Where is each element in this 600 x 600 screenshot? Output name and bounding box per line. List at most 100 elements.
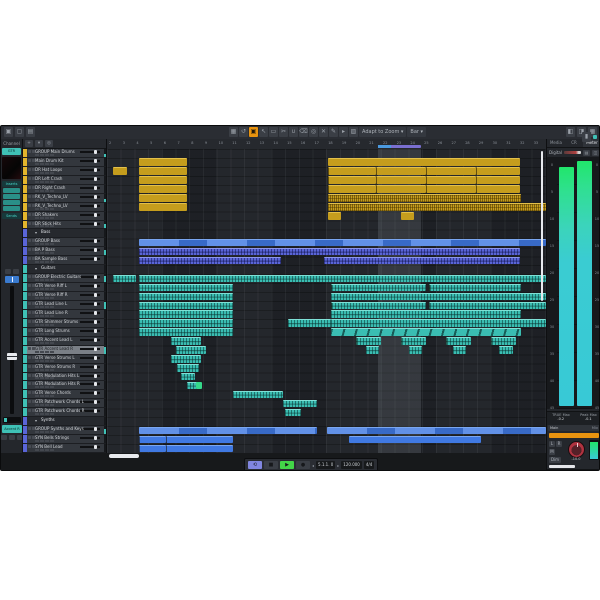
track-option-button[interactable] — [35, 153, 39, 156]
track-option-button[interactable] — [45, 198, 49, 201]
snap-type-select[interactable]: Bar ▾ — [407, 127, 427, 137]
grid-type-select[interactable]: Adapt to Zoom ▾ — [359, 127, 407, 137]
track-row[interactable]: GTR Verse Riff L — [23, 283, 106, 293]
track-option-button[interactable] — [50, 350, 54, 353]
read-automation-icon[interactable] — [9, 435, 15, 440]
track-option-button[interactable] — [45, 431, 49, 434]
track-solo-button[interactable] — [32, 436, 35, 440]
track-option-button[interactable] — [50, 359, 54, 362]
folder-icon[interactable]: ▾ — [35, 266, 38, 272]
track-volume-slider[interactable] — [80, 355, 100, 360]
position-display[interactable]: 5.1.1. 0 — [316, 461, 336, 469]
track-option-button[interactable] — [50, 162, 54, 165]
inspector-section-inserts[interactable]: Inserts — [2, 181, 21, 187]
track-option-button[interactable] — [35, 314, 39, 317]
clip[interactable] — [285, 408, 301, 417]
track-mute-button[interactable] — [28, 185, 31, 189]
track-row[interactable]: GROUP Main Drums — [23, 149, 106, 158]
draw-tool-icon[interactable]: ✎ — [329, 127, 338, 137]
track-solo-button[interactable] — [32, 203, 35, 207]
track-row[interactable]: BA P Bass — [23, 247, 106, 257]
clip[interactable] — [139, 292, 233, 300]
clip[interactable] — [446, 337, 471, 345]
track-row[interactable]: GTR Accent Lead L — [23, 336, 106, 346]
track-volume-slider[interactable] — [80, 337, 100, 342]
signature-display[interactable]: 4/4 — [363, 461, 375, 469]
track-option-button[interactable] — [35, 404, 39, 407]
jog-left-icon[interactable]: ◂ — [312, 462, 315, 468]
track-row[interactable]: GTR Modulation Hits R — [23, 381, 106, 391]
filter-icon[interactable]: ▾ — [35, 140, 43, 147]
track-solo-button[interactable] — [32, 400, 35, 404]
track-option-button[interactable] — [50, 323, 54, 326]
track-option-button[interactable] — [40, 296, 44, 299]
track-option-button[interactable] — [50, 153, 54, 156]
track-option-button[interactable] — [45, 395, 49, 398]
clip[interactable] — [453, 346, 466, 354]
track-option-button[interactable] — [45, 341, 49, 344]
track-mute-button[interactable] — [28, 302, 31, 305]
track-option-button[interactable] — [45, 225, 49, 228]
track-row[interactable]: GTR Lead Line R — [23, 309, 106, 319]
clip[interactable] — [139, 185, 187, 193]
window-icon[interactable]: ▢ — [15, 127, 24, 137]
track-solo-button[interactable] — [32, 185, 35, 189]
track-mute-button[interactable] — [28, 257, 31, 261]
clip[interactable] — [331, 292, 546, 300]
track-option-button[interactable] — [50, 207, 54, 210]
clip[interactable] — [401, 212, 414, 220]
clip[interactable] — [349, 435, 481, 444]
clip[interactable] — [113, 167, 127, 175]
track-row[interactable]: ▾ Synths — [23, 417, 106, 427]
clip[interactable] — [181, 373, 195, 381]
workspace-icon[interactable]: ▣ — [4, 127, 13, 137]
erase-tool-icon[interactable]: ⌫ — [299, 127, 308, 137]
track-mute-button[interactable] — [28, 212, 31, 216]
track-row[interactable]: GTR Patchwork Chords R — [23, 408, 106, 418]
track-option-button[interactable] — [50, 180, 54, 183]
track-option-button[interactable] — [50, 386, 54, 389]
track-row[interactable]: GTR Long Strums — [23, 327, 106, 337]
clip[interactable] — [139, 203, 187, 211]
clip[interactable] — [113, 274, 136, 283]
track-mute-button[interactable] — [28, 176, 31, 180]
clip[interactable] — [171, 355, 201, 363]
track-option-button[interactable] — [45, 404, 49, 407]
record-button[interactable]: ● — [296, 461, 310, 469]
track-solo-button[interactable] — [32, 445, 35, 449]
clip[interactable] — [331, 319, 546, 327]
track-option-button[interactable] — [35, 225, 39, 228]
track-solo-button[interactable] — [32, 167, 35, 171]
track-option-button[interactable] — [50, 368, 54, 371]
track-solo-button[interactable] — [32, 275, 35, 279]
glue-tool-icon[interactable]: ∪ — [289, 127, 298, 137]
track-solo-button[interactable] — [32, 212, 35, 216]
track-row[interactable]: GTR Verse Strums L — [23, 354, 106, 364]
meter-mode-icon[interactable]: ◫ — [592, 149, 599, 156]
track-option-button[interactable] — [50, 243, 54, 246]
track-volume-slider[interactable] — [80, 185, 100, 190]
clip[interactable] — [283, 399, 317, 408]
track-solo-button[interactable] — [32, 328, 35, 332]
track-row[interactable]: DR Hat Loops — [23, 166, 106, 176]
clip[interactable] — [328, 212, 341, 220]
track-volume-slider[interactable] — [80, 328, 100, 333]
track-solo-button[interactable] — [32, 150, 35, 153]
clip[interactable] — [491, 337, 516, 345]
track-volume-slider[interactable] — [80, 293, 100, 298]
track-option-button[interactable] — [40, 153, 44, 156]
track-row[interactable]: DR Shakers — [23, 211, 106, 221]
zoom-tool-icon[interactable]: ◎ — [309, 127, 318, 137]
track-option-button[interactable] — [35, 350, 39, 353]
track-solo-button[interactable] — [32, 346, 35, 350]
track-solo-button[interactable] — [32, 409, 35, 413]
track-row[interactable]: ▾ Bass — [23, 229, 106, 239]
track-option-button[interactable] — [35, 395, 39, 398]
track-option-button[interactable] — [40, 207, 44, 210]
control-room-level-bar[interactable] — [549, 433, 599, 438]
track-volume-slider[interactable] — [80, 445, 100, 450]
track-option-button[interactable] — [45, 368, 49, 371]
left-channel-button[interactable]: L — [549, 441, 555, 447]
track-option-button[interactable] — [50, 332, 54, 335]
bottom-tab-loudness[interactable]: Loudness — [575, 470, 600, 471]
